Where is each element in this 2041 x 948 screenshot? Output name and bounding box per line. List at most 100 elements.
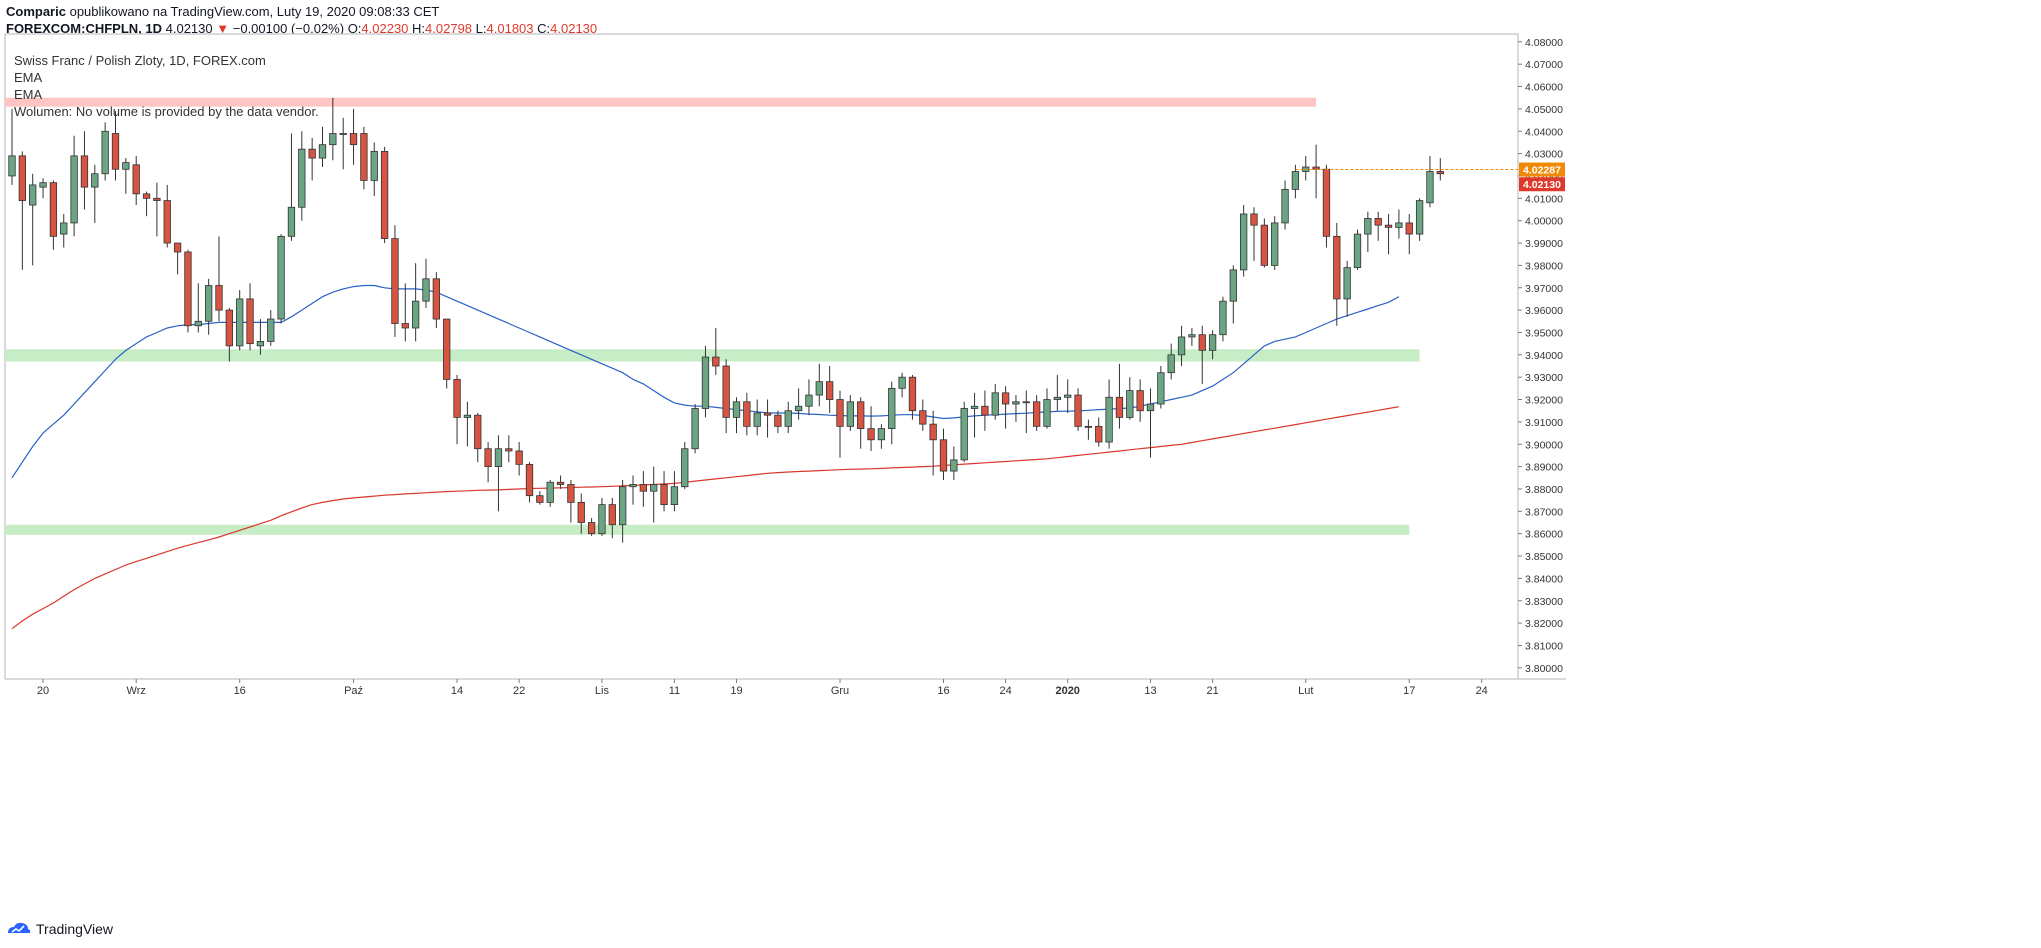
- candle: [1115, 363, 1124, 429]
- candle: [712, 327, 720, 375]
- candle-body: [1260, 224, 1268, 266]
- candle: [587, 518, 596, 536]
- candle: [577, 493, 585, 534]
- candle-body: [815, 381, 823, 396]
- candle: [908, 374, 917, 420]
- candle-body: [1405, 222, 1413, 235]
- zone-resistance-0: [5, 97, 1317, 107]
- candle: [463, 401, 472, 447]
- candle: [1188, 327, 1196, 346]
- candle: [722, 359, 730, 434]
- legend-ema-fast[interactable]: EMA: [14, 70, 43, 85]
- price-tick-label: 3.87000: [1525, 506, 1563, 518]
- candle: [1353, 229, 1362, 270]
- candle: [246, 283, 254, 351]
- ema-slow-line: [11, 406, 1400, 630]
- candle: [1436, 158, 1444, 181]
- candle-body: [29, 184, 37, 206]
- candle-body: [432, 278, 441, 320]
- last-price-label: 4.02287: [1523, 165, 1561, 177]
- candle: [1260, 218, 1268, 268]
- candle: [546, 480, 554, 507]
- candle-body: [225, 309, 234, 347]
- candle-body: [8, 155, 16, 177]
- candle-body: [763, 412, 772, 416]
- time-tick-label: Wrz: [127, 685, 146, 697]
- candle-body: [360, 133, 368, 181]
- candle: [173, 242, 182, 275]
- candle-body: [1374, 218, 1382, 226]
- candle-body: [122, 162, 130, 170]
- candle: [287, 133, 296, 241]
- candle: [194, 283, 202, 333]
- candle-body: [401, 323, 409, 329]
- candle-body: [1240, 213, 1248, 271]
- candle-body: [1126, 390, 1134, 418]
- candle-body: [970, 405, 979, 409]
- candle: [650, 466, 658, 523]
- candle: [1208, 330, 1217, 360]
- candle-body: [329, 133, 337, 146]
- candle: [39, 178, 47, 199]
- candle: [1322, 164, 1331, 248]
- candle: [370, 142, 378, 197]
- price-tick-label: 4.08000: [1525, 37, 1563, 49]
- legend-series-title[interactable]: Swiss Franc / Polish Zloty, 1D, FOREX.co…: [14, 53, 266, 68]
- close-label: C:: [537, 21, 551, 36]
- candle: [1064, 379, 1072, 413]
- author-name[interactable]: Comparic: [6, 4, 66, 19]
- price-tick-label: 4.03000: [1525, 149, 1563, 161]
- candle: [505, 435, 513, 463]
- open-label: O:: [347, 21, 362, 36]
- time-tick-label: 20: [37, 685, 49, 697]
- candle-body: [888, 387, 896, 430]
- candle: [919, 399, 927, 431]
- candle: [867, 406, 875, 451]
- candle-body: [639, 484, 647, 492]
- time-tick-label: 17: [1403, 685, 1415, 697]
- candle-body: [1229, 269, 1237, 302]
- candle: [422, 258, 430, 308]
- candle: [225, 307, 234, 362]
- candle-body: [805, 394, 813, 407]
- price-tick-label: 4.00000: [1525, 216, 1563, 228]
- candle: [774, 410, 782, 434]
- legend-volume[interactable]: Wolumen: No volume is provided by the da…: [14, 104, 319, 119]
- price-tick-label: 3.97000: [1525, 283, 1563, 295]
- candle-body: [1136, 390, 1144, 412]
- chart-header-publisher: Comparic opublikowano na TradingView.com…: [6, 4, 439, 19]
- candle: [1022, 390, 1030, 434]
- candle-body: [608, 504, 616, 526]
- candle-body: [629, 484, 637, 488]
- tradingview-brand[interactable]: TradingView: [36, 921, 114, 937]
- candle: [608, 497, 616, 539]
- candle-body: [1105, 396, 1113, 443]
- candle-body: [567, 484, 575, 503]
- candle-body: [670, 486, 679, 506]
- candle-body: [753, 412, 761, 427]
- time-axis-bg: [0, 679, 2041, 701]
- price-tick-label: 4.07000: [1525, 59, 1563, 71]
- candle: [1177, 325, 1186, 367]
- candle: [691, 404, 699, 454]
- price-tick-label: 3.99000: [1525, 238, 1563, 250]
- candle-body: [1177, 336, 1186, 356]
- candle: [660, 471, 668, 512]
- time-tick-label: 16: [937, 685, 949, 697]
- candle: [1384, 213, 1393, 255]
- candle-body: [484, 448, 492, 468]
- candle: [153, 182, 161, 237]
- candle: [836, 390, 844, 458]
- time-tick-label: 16: [234, 685, 246, 697]
- candle: [805, 379, 813, 416]
- legend-ema-slow[interactable]: EMA: [14, 87, 43, 102]
- price-tick-label: 3.94000: [1525, 350, 1563, 362]
- candle: [132, 155, 140, 206]
- candle: [1157, 366, 1165, 409]
- candle: [1105, 379, 1113, 449]
- zone-support-1: [5, 349, 1420, 362]
- candle: [1426, 155, 1434, 208]
- candle-body: [681, 448, 689, 488]
- candle: [877, 424, 886, 449]
